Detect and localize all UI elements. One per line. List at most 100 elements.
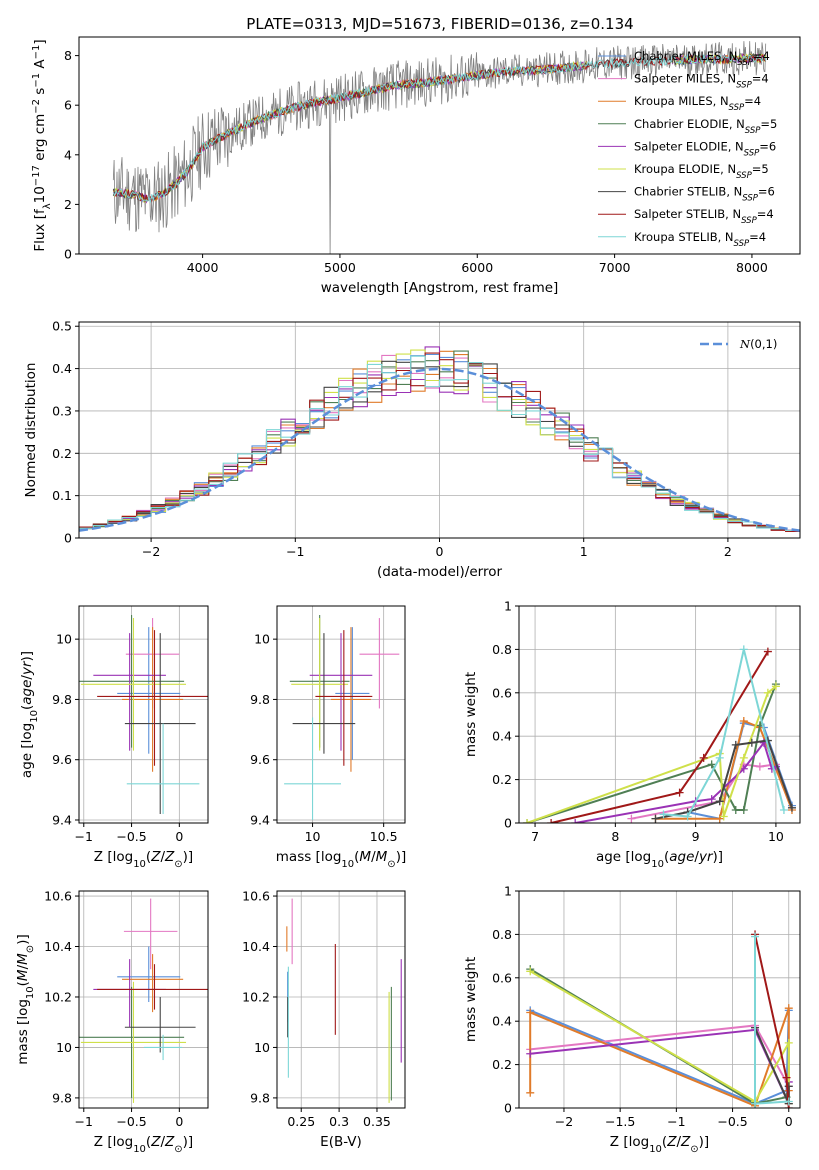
legend-entry-label: Kroupa MILES, N [634, 94, 729, 108]
x-axis-label: Z [log10(Z/Z⊙)] [94, 1134, 193, 1155]
legend-entry-count: =6 [759, 139, 776, 153]
x-tick-label: 0 [175, 1114, 183, 1129]
model-spectrum-line [113, 53, 766, 203]
x-axis-label: mass [log10(M/M⊙)] [276, 849, 406, 870]
spectrum-legend: Chabrier MILES, NSSP=4 Salpeter MILES, NS… [598, 49, 777, 249]
y-tick-label: 9.6 [250, 752, 270, 767]
x-tick-label: −0.5 [116, 829, 146, 844]
mass_vs_ebv-panel: 0.25 0.3 0.35 9.8 10 10.2 10.4 10.6 E(B-V) [242, 889, 406, 1150]
mass-weight-marker [715, 797, 724, 806]
legend-entry-count: =5 [752, 162, 769, 176]
mass-weight-marker [526, 1049, 535, 1058]
y-tick-label: 9.8 [52, 692, 72, 707]
legend-entry-sub: SSP [736, 171, 752, 181]
mass-weight-marker [739, 645, 748, 654]
mass-weight-marker [683, 812, 692, 821]
y-tick-label: 0.4 [52, 361, 72, 376]
mass_weight_vs_Z-plot-area [526, 930, 793, 1108]
y-axis-label: Flux [fλ10−17 erg cm−2 s−1 A−1] [31, 39, 53, 251]
mass_vs_ebv-plot-area [286, 898, 402, 1103]
age_vs_mass-plot-area [284, 615, 400, 820]
mass-weight-marker [751, 932, 760, 941]
legend-entry-sub: SSP [736, 81, 752, 91]
mass-weight-marker [627, 814, 636, 823]
legend-entry: Salpeter ELODIE, NSSP=6 [634, 139, 776, 158]
mass-weight-marker [526, 967, 535, 976]
y-tick-label: 0.4 [492, 1014, 512, 1029]
y-tick-label: 0.1 [52, 488, 72, 503]
y-tick-label: 9.6 [52, 752, 72, 767]
residual-histogram [79, 355, 800, 532]
y-tick-label: 9.8 [250, 692, 270, 707]
y-tick-label: 2 [64, 197, 72, 212]
x-tick-label: 8000 [736, 260, 768, 275]
y-axis-label: mass [log10(M/M⊙)] [15, 934, 36, 1064]
mass-weight-marker [719, 812, 728, 821]
mass-weight-marker [763, 647, 772, 656]
legend-entry: Salpeter MILES, NSSP=4 [634, 72, 769, 91]
y-axis-label: mass weight [463, 672, 479, 757]
mass-weight-marker [739, 717, 748, 726]
mass-weight-marker [782, 1073, 791, 1082]
y-tick-label: 0.3 [52, 403, 72, 418]
residual-histogram [79, 360, 800, 532]
model-spectrum-line [112, 53, 767, 203]
y-tick-label: 0.6 [492, 970, 512, 985]
legend-entry-count: =4 [753, 49, 770, 63]
mass_weight_vs_age-frame [518, 605, 801, 824]
legend-entry: Kroupa STELIB, NSSP=4 [634, 230, 766, 249]
x-tick-label: 0.25 [287, 1114, 315, 1129]
legend-entry-label: Chabrier ELODIE, N [634, 117, 745, 131]
mass-weight-marker [651, 814, 660, 823]
mass-weight-line [526, 685, 777, 823]
spectrum-frame [78, 36, 801, 255]
x-tick-label: 4000 [187, 260, 219, 275]
y-tick-label: 10 [254, 632, 270, 647]
y-tick-label: 9.8 [250, 1090, 270, 1105]
legend-entry: Chabrier MILES, NSSP=4 [634, 49, 770, 68]
x-tick-label: 8 [611, 829, 619, 844]
y-tick-label: 0.8 [492, 927, 512, 942]
legend-entry: Chabrier STELIB, NSSP=6 [634, 185, 775, 204]
mass-weight-marker [571, 819, 580, 823]
x-axis-label: age [log10(age/yr)] [596, 849, 723, 870]
legend-entry: Chabrier ELODIE, NSSP=5 [634, 117, 777, 136]
mass-weight-marker [751, 1099, 760, 1108]
legend-entry-label: Chabrier STELIB, N [634, 185, 742, 199]
y-tick-label: 10 [56, 1040, 72, 1055]
mass-weight-marker [771, 682, 780, 691]
mass-weight-marker [755, 762, 764, 771]
mass-weight-line [550, 651, 769, 823]
mass-weight-marker [739, 753, 748, 762]
y-tick-label: 0.4 [492, 729, 512, 744]
mass_weight_vs_age-panel: 7 8 9 10 0 0.2 0.4 0.6 0.8 1 mass weight age [log10… [463, 599, 801, 870]
x-tick-label: 1 [580, 544, 588, 559]
legend-entry-count: =4 [757, 207, 774, 221]
x-axis-label: Z [log10(Z/Z⊙)] [94, 849, 193, 870]
mass-weight-line [529, 1009, 790, 1105]
y-tick-label: 0.2 [52, 446, 72, 461]
legend-entry-sub: SSP [742, 194, 758, 204]
y-tick-label: 10 [56, 632, 72, 647]
x-tick-label: 2 [724, 544, 732, 559]
y-tick-label: 0 [504, 816, 512, 831]
mass_vs_Z-plot-area [79, 898, 208, 1103]
x-tick-label: −1 [286, 544, 304, 559]
x-axis-label: E(B-V) [320, 1134, 362, 1150]
x-tick-label: −1 [667, 1114, 685, 1129]
mass-weight-marker [739, 805, 748, 814]
x-tick-label: −2 [555, 1114, 573, 1129]
legend-entry-count: =5 [760, 117, 777, 131]
x-tick-label: 6000 [461, 260, 493, 275]
y-axis-label: age [log10(age/yr)] [19, 651, 40, 778]
y-tick-label: 9.4 [52, 812, 72, 827]
x-tick-label: −1.5 [605, 1114, 635, 1129]
y-axis-label: mass weight [463, 957, 479, 1042]
y-tick-label: 1 [504, 884, 512, 899]
legend-entry-label: Salpeter ELODIE, N [634, 139, 744, 153]
x-tick-label: 0 [436, 544, 444, 559]
mass-weight-marker [731, 740, 740, 749]
legend-entry-sub: SSP [734, 239, 750, 249]
mass-weight-marker [747, 738, 756, 747]
